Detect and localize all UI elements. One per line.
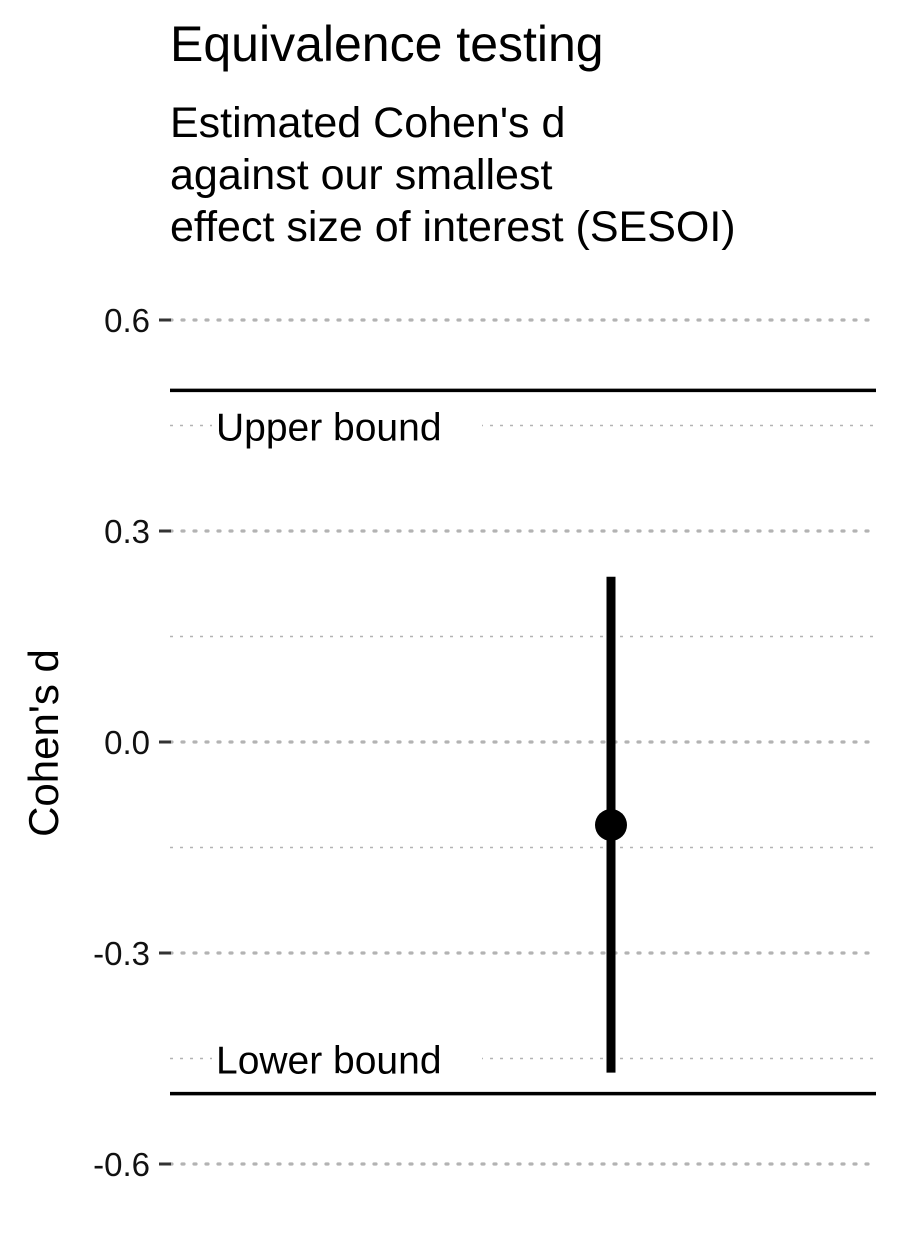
- y-tick-label: -0.6: [93, 1146, 150, 1183]
- equivalence-bounds: Upper bound Lower bound: [170, 388, 876, 1096]
- y-tick-label: 0.0: [104, 724, 150, 761]
- y-tick-label: -0.3: [93, 935, 150, 972]
- y-axis: 0.6 0.3 0.0 -0.3 -0.6: [93, 302, 171, 1183]
- y-tick-label: 0.6: [104, 302, 150, 339]
- grid-lines: [168, 318, 876, 1166]
- point-estimate: [595, 808, 627, 841]
- y-axis-title: Cohen's d: [20, 649, 67, 837]
- upper-bound-label: Upper bound: [216, 406, 442, 449]
- lower-bound-label-bg: [212, 1041, 482, 1084]
- lower-bound-label: Lower bound: [216, 1040, 442, 1083]
- upper-bound-label-bg: [212, 408, 482, 451]
- y-tick-label: 0.3: [104, 513, 150, 550]
- estimate: [595, 576, 627, 1073]
- chart-title: Equivalence testing: [170, 16, 604, 72]
- chart-subtitle: Estimated Cohen's d against our smallest…: [170, 99, 736, 251]
